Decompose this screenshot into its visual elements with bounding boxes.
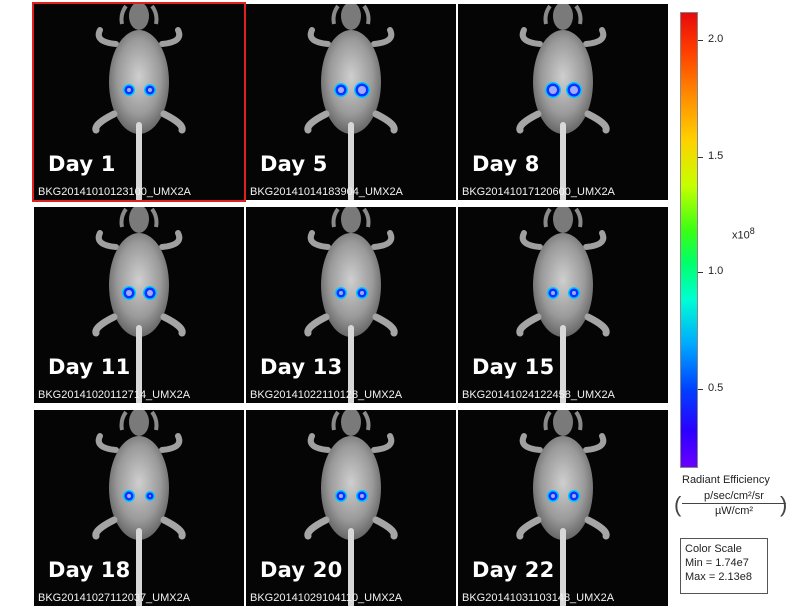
colorbar-tick-label: 2.0 [708,33,724,45]
colorbar [680,12,698,468]
image-filename: BKG20141020112714_UMX2A [38,389,191,401]
mouse-image [516,410,610,606]
multiplier-base: x10 [732,229,750,242]
day-label: Day 8 [472,152,540,176]
day-label: Day 20 [260,558,343,582]
image-tile[interactable]: Day 5 BKG20141014183904_UMX2A [246,4,456,200]
image-filename: BKG20141031103148_UMX2A [462,592,615,604]
image-filename: BKG20141017120600_UMX2A [462,186,615,198]
image-tile[interactable]: Day 18 BKG20141027112037_UMX2A [34,410,244,606]
left-paren: ( [674,492,682,517]
day-label: Day 5 [260,152,328,176]
mouse-image [304,410,398,606]
image-tile[interactable]: Day 22 BKG20141031103148_UMX2A [458,410,668,606]
image-tile[interactable]: Day 13 BKG20141022110128_UMX2A [246,207,456,403]
image-grid: Day 1 BKG20141010123100_UMX2A [32,2,668,606]
image-filename: BKG20141027112037_UMX2A [38,592,191,604]
color-scale-box: Color Scale Min = 1.74e7 Max = 2.13e8 [680,538,768,594]
day-label: Day 15 [472,355,555,379]
colorbar-tick [698,40,703,41]
day-label: Day 1 [48,152,116,176]
color-scale-max: Max = 2.13e8 [685,571,752,583]
units-fraction: p/sec/cm²/sr µW/cm² [682,490,786,517]
day-label: Day 22 [472,558,555,582]
day-label: Day 13 [260,355,343,379]
color-scale-min: Min = 1.74e7 [685,557,749,569]
image-tile[interactable]: Day 20 BKG20141029104110_UMX2A [246,410,456,606]
colorbar-tick [698,272,703,273]
mouse-image [516,207,610,403]
image-tile[interactable]: Day 11 BKG20141020112714_UMX2A [34,207,244,403]
image-filename: BKG20141014183904_UMX2A [250,186,403,198]
colorbar-tick [698,389,703,390]
colorbar-tick [698,157,703,158]
image-tile[interactable]: Day 8 BKG20141017120600_UMX2A [458,4,668,200]
colorbar-tick-label: 0.5 [708,382,724,394]
color-scale-panel: 2.0 1.5 1.0 0.5 x108 Radiant Efficiency … [672,0,798,610]
day-label: Day 11 [48,355,131,379]
multiplier-exponent: 8 [749,226,755,236]
image-filename: BKG20141022110128_UMX2A [250,389,403,401]
mouse-image [304,207,398,403]
image-filename: BKG20141010123100_UMX2A [38,186,191,198]
image-filename: BKG20141029104110_UMX2A [250,592,403,604]
mouse-image [92,410,186,606]
colorbar-tick-label: 1.5 [708,150,724,162]
mouse-image [304,4,398,200]
day-label: Day 18 [48,558,131,582]
units-title: Radiant Efficiency [682,474,770,486]
scale-multiplier: x108 [732,226,755,242]
right-paren: ) [780,492,788,517]
units-denominator: µW/cm² [714,505,754,517]
mouse-image [92,207,186,403]
color-scale-title: Color Scale [685,543,742,555]
image-tile[interactable]: Day 15 BKG20141024122458_UMX2A [458,207,668,403]
image-tile[interactable]: Day 1 BKG20141010123100_UMX2A [32,2,246,202]
units-numerator: p/sec/cm²/sr [682,490,786,504]
mouse-image [516,4,610,200]
mouse-image [92,4,186,200]
image-filename: BKG20141024122458_UMX2A [462,389,615,401]
colorbar-tick-label: 1.0 [708,265,724,277]
